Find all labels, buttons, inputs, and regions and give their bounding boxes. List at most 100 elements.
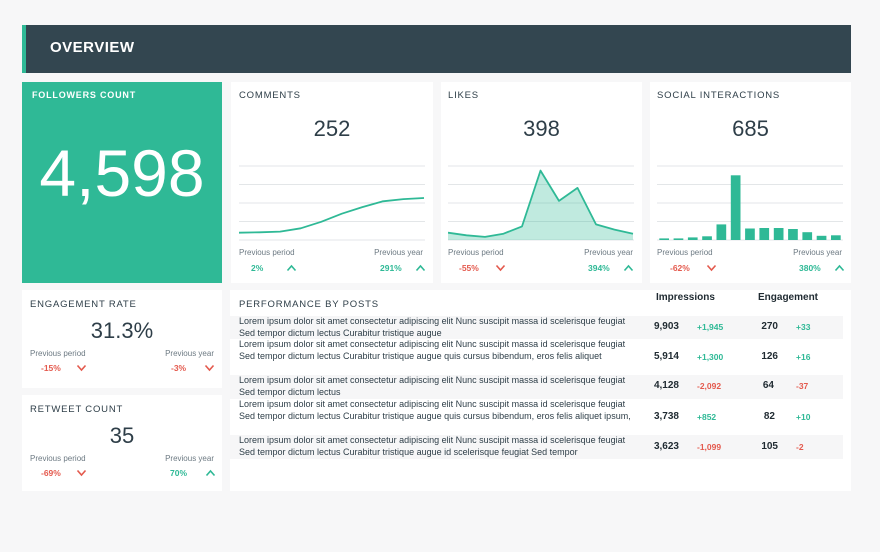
likes-prev-year-label: Previous year: [584, 248, 633, 257]
social-bar: [745, 228, 755, 240]
social-bar: [773, 228, 784, 240]
comments-prev-period-value: 2%: [251, 263, 264, 273]
engagement-prev-year-label: Previous year: [165, 349, 214, 358]
performance-title: PERFORMANCE BY POSTS: [239, 299, 379, 310]
engagement-prev-period-label: Previous period: [30, 349, 86, 358]
engagement-value: 82: [763, 411, 775, 422]
social-bar: [831, 235, 841, 240]
engagement-delta: +33: [796, 322, 811, 332]
likes-card: LIKES 398 Previous period Previous year …: [441, 82, 642, 283]
engagement-value: 105: [761, 441, 778, 452]
social-interactions-card: SOCIAL INTERACTIONS 685 Previous period …: [650, 82, 851, 283]
social-bar: [659, 238, 669, 240]
retweet-prev-period-label: Previous period: [30, 454, 86, 463]
engagement-value: 31.3%: [90, 318, 154, 343]
social-bar: [673, 238, 684, 240]
impressions-value: 3,623: [653, 441, 679, 452]
engagement-prev-year-value: -3%: [171, 363, 187, 373]
likes-series-line: [448, 169, 634, 238]
social-prev-year-up-icon: [834, 264, 845, 272]
engagement-prev-period-down-icon: [76, 364, 87, 372]
impressions-delta: +852: [697, 412, 717, 422]
followers-count-card: FOLLOWERS COUNT 4,598: [22, 82, 222, 283]
social-bar: [802, 232, 813, 240]
likes-prev-year-value: 394%: [588, 263, 610, 273]
social-bar: [730, 175, 741, 240]
retweet-prev-period-down-icon: [76, 469, 87, 477]
likes-title: LIKES: [448, 90, 479, 101]
engagement-prev-year-down-icon: [204, 364, 215, 372]
impressions-delta: +1,945: [697, 322, 724, 332]
performance-by-posts-card: PERFORMANCE BY POSTS Impressions Engagem…: [230, 290, 851, 491]
impressions-column-header: Impressions: [656, 292, 715, 303]
post-text: Lorem ipsum dolor sit amet consectetur a…: [239, 316, 626, 338]
followers-value: 4,598: [39, 136, 205, 210]
engagement-column-header: Engagement: [758, 292, 819, 303]
comments-prev-period-label: Previous period: [239, 248, 295, 257]
social-bar: [788, 229, 798, 240]
followers-title: FOLLOWERS COUNT: [32, 90, 136, 100]
social-prev-period-down-icon: [706, 264, 717, 272]
engagement-delta: -2: [796, 442, 804, 452]
retweet-prev-year-up-icon: [205, 469, 216, 477]
social-bar: [716, 224, 727, 240]
likes-value: 398: [523, 116, 560, 141]
likes-area-fill: [448, 170, 633, 240]
post-text: Lorem ipsum dolor sit amet consectetur a…: [239, 399, 631, 421]
grid-lines: [448, 165, 634, 241]
likes-prev-year-up-icon: [623, 264, 634, 272]
social-bar: [702, 236, 712, 240]
impressions-value: 5,914: [653, 351, 679, 362]
social-title: SOCIAL INTERACTIONS: [657, 90, 781, 101]
comments-value: 252: [313, 116, 351, 141]
engagement-prev-period-value: -15%: [41, 363, 61, 373]
retweet-count-card: RETWEET COUNT 35 Previous period Previou…: [22, 395, 222, 491]
retweet-prev-period-value: -69%: [41, 468, 61, 478]
social-bar: [816, 235, 827, 240]
engagement-title: ENGAGEMENT RATE: [30, 299, 137, 310]
retweet-prev-year-label: Previous year: [165, 454, 214, 463]
engagement-value: 270: [761, 321, 778, 332]
social-prev-period-label: Previous period: [657, 248, 713, 257]
comments-prev-year-label: Previous year: [374, 248, 423, 257]
social-bar: [687, 237, 698, 240]
social-value: 685: [732, 116, 769, 141]
post-text: Lorem ipsum dolor sit amet consectetur a…: [239, 435, 626, 457]
table-row: Lorem ipsum dolor sit amet consectetur a…: [230, 435, 843, 459]
social-prev-year-label: Previous year: [793, 248, 842, 257]
likes-prev-period-down-icon: [495, 264, 506, 272]
impressions-value: 3,738: [653, 411, 679, 422]
impressions-value: 4,128: [653, 380, 679, 391]
comments-prev-year-value: 291%: [380, 263, 402, 273]
comments-prev-period-up-icon: [286, 264, 297, 272]
table-row: Lorem ipsum dolor sit amet consectetur a…: [230, 339, 843, 375]
engagement-delta: +10: [796, 412, 811, 422]
comments-card: COMMENTS 252 Previous period Previous ye…: [231, 82, 433, 283]
post-text: Lorem ipsum dolor sit amet consectetur a…: [239, 375, 626, 397]
impressions-delta: +1,300: [697, 352, 724, 362]
comments-line-chart: [239, 165, 425, 241]
impressions-delta: -1,099: [697, 442, 722, 452]
engagement-delta: +16: [796, 352, 811, 362]
social-bar: [759, 228, 770, 240]
page-title: OVERVIEW: [50, 39, 135, 56]
grid-lines: [239, 165, 425, 241]
social-prev-period-value: -62%: [670, 263, 690, 273]
table-row: Lorem ipsum dolor sit amet consectetur a…: [230, 316, 843, 339]
engagement-delta: -37: [796, 381, 809, 391]
social-prev-year-value: 380%: [799, 263, 821, 273]
social-bar-chart: [657, 165, 843, 241]
likes-area-chart: [448, 165, 634, 241]
retweet-title: RETWEET COUNT: [30, 404, 124, 415]
engagement-value: 126: [761, 351, 778, 362]
retweet-value: 35: [109, 423, 135, 448]
engagement-value: 64: [762, 380, 774, 391]
likes-prev-period-value: -55%: [459, 263, 479, 273]
overview-header: OVERVIEW: [22, 25, 851, 73]
impressions-delta: -2,092: [697, 381, 722, 391]
post-text: Lorem ipsum dolor sit amet consectetur a…: [239, 339, 626, 361]
comments-prev-year-up-icon: [415, 264, 426, 272]
impressions-value: 9,903: [653, 321, 679, 332]
retweet-prev-year-value: 70%: [170, 468, 188, 478]
table-row: Lorem ipsum dolor sit amet consectetur a…: [230, 399, 843, 435]
